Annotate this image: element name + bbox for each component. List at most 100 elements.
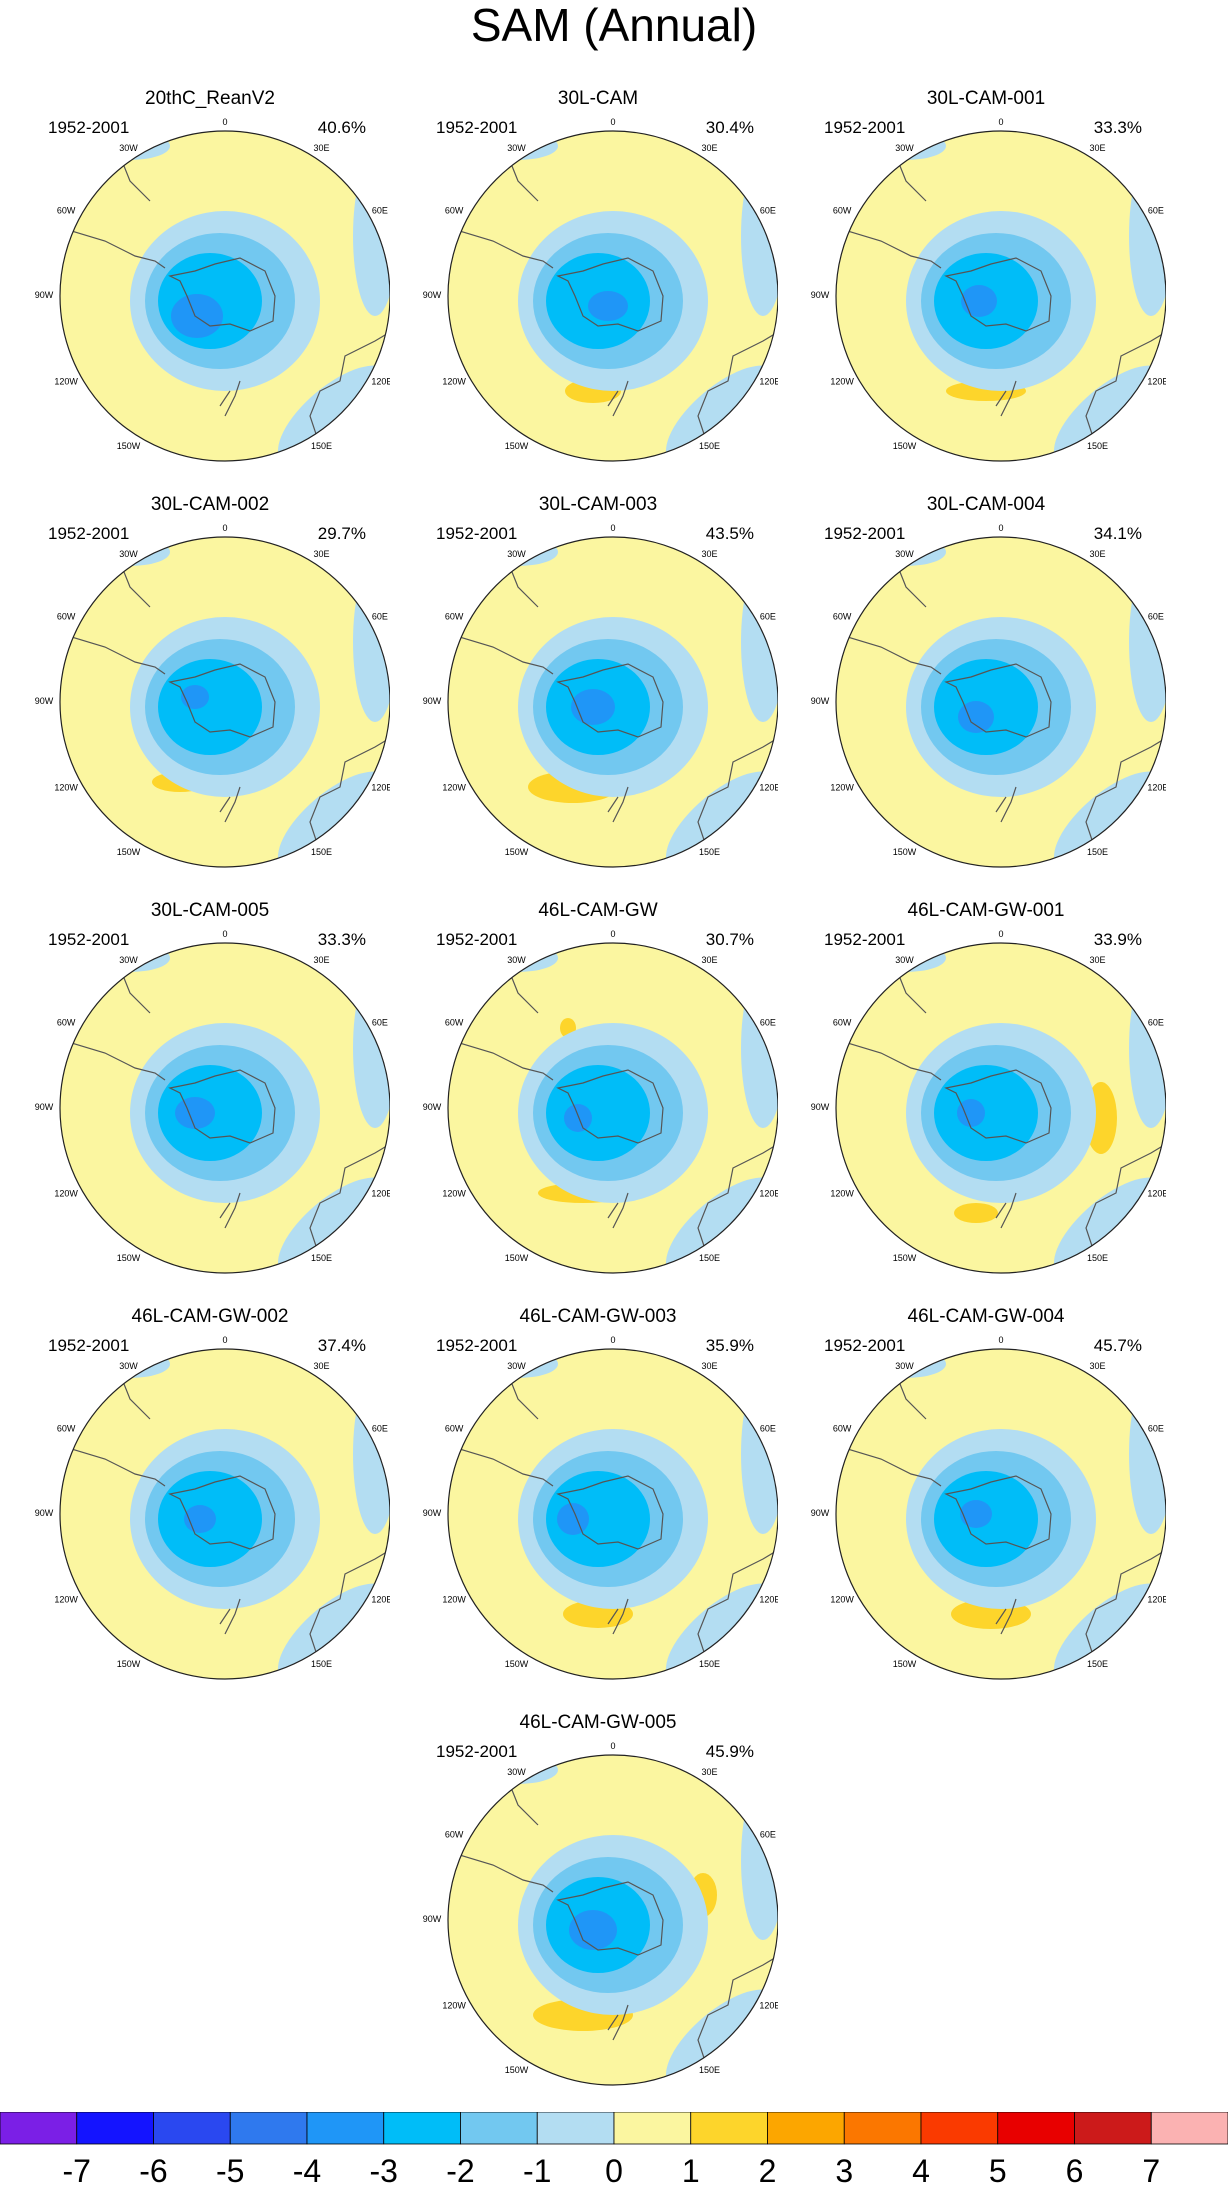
longitude-label: 60W — [445, 612, 464, 622]
core-anomaly — [569, 1910, 617, 1950]
panel-period: 1952-2001 — [436, 118, 518, 137]
longitude-label: 180 — [993, 1685, 1008, 1686]
longitude-label: 90W — [811, 696, 830, 706]
longitude-label: 60W — [445, 1830, 464, 1840]
panel-period: 1952-2001 — [48, 524, 130, 543]
south-america-coastline — [836, 631, 942, 675]
longitude-label: 180 — [217, 873, 232, 874]
map-border — [447, 1348, 778, 1680]
colorbar-swatch — [997, 2111, 1075, 2145]
new-zealand-coastline — [219, 786, 241, 823]
colorbar-swatch — [690, 2111, 768, 2145]
longitude-label: 30E — [1089, 955, 1105, 965]
panel-variance-explained: 33.3% — [1093, 118, 1142, 137]
core-anomaly — [588, 291, 628, 321]
polar-map: 030E60E90E120E150E180150W120W90W60W30W — [423, 929, 778, 1280]
antarctica-coastline — [556, 663, 664, 738]
longitude-label: 120W — [54, 377, 78, 387]
longitude-label: 180 — [993, 467, 1008, 468]
longitude-label: 120E — [759, 783, 778, 793]
longitude-label: 150E — [1087, 1253, 1108, 1263]
colorbar-tick-label: -7 — [63, 2153, 91, 2186]
longitude-label: 30W — [119, 549, 138, 559]
panel-title: 46L-CAM-GW-003 — [519, 1306, 677, 1327]
longitude-label: 150W — [117, 1253, 141, 1263]
longitude-label: 30W — [507, 549, 526, 559]
colorbar-swatch — [76, 2111, 154, 2145]
map-panel: 030E60E90E120E150E180150W120W90W60W30W46… — [418, 1712, 778, 2092]
longitude-label: 60E — [760, 206, 776, 216]
longitude-label: 0 — [998, 1335, 1003, 1345]
panel-variance-explained: 35.9% — [705, 1336, 754, 1355]
longitude-label: 60W — [445, 1424, 464, 1434]
antarctica-coastline — [944, 257, 1052, 332]
antarctica-coastline — [556, 257, 664, 332]
panel-period: 1952-2001 — [824, 1336, 906, 1355]
map-panel: 030E60E90E120E150E180150W120W90W60W30W46… — [30, 1306, 390, 1686]
map-border — [447, 942, 778, 1274]
longitude-label: 120E — [1147, 783, 1166, 793]
panel-title: 46L-CAM-GW-002 — [131, 1306, 289, 1327]
colorbar-tick-label: 7 — [1142, 2153, 1160, 2186]
longitude-label: 0 — [998, 929, 1003, 939]
longitude-label: 60E — [760, 1830, 776, 1840]
panel-variance-explained: 40.6% — [317, 118, 366, 137]
longitude-label: 0 — [610, 117, 615, 127]
new-zealand-coastline — [219, 1192, 241, 1229]
panel-period: 1952-2001 — [436, 930, 518, 949]
antarctica-coastline — [168, 1069, 276, 1144]
longitude-label: 120W — [442, 377, 466, 387]
polar-map: 030E60E90E120E150E180150W120W90W60W30W — [811, 523, 1166, 874]
south-america-coastline — [448, 1037, 554, 1081]
panel-period: 1952-2001 — [48, 1336, 130, 1355]
core-anomaly — [957, 1099, 985, 1127]
panel-variance-explained: 45.9% — [705, 1742, 754, 1761]
colorbar-tick-label: 3 — [835, 2153, 853, 2186]
longitude-label: 30E — [313, 549, 329, 559]
longitude-label: 60E — [1148, 612, 1164, 622]
new-zealand-coastline — [995, 1192, 1017, 1229]
longitude-label: 150W — [117, 441, 141, 451]
map-border — [59, 130, 390, 462]
colorbar-tick-label: 6 — [1066, 2153, 1084, 2186]
panel-period: 1952-2001 — [436, 1336, 518, 1355]
longitude-label: 150W — [893, 441, 917, 451]
map-border — [447, 536, 778, 868]
longitude-label: 180 — [217, 1279, 232, 1280]
longitude-label: 150W — [893, 1659, 917, 1669]
core-anomaly — [960, 1500, 992, 1528]
longitude-label: 150E — [699, 2065, 720, 2075]
map-panel: 030E60E90E120E150E180150W120W90W60W30W30… — [30, 494, 390, 874]
colorbar-tick-label: 2 — [759, 2153, 777, 2186]
longitude-label: 60W — [445, 1018, 464, 1028]
longitude-label: 30E — [701, 1361, 717, 1371]
longitude-label: 30W — [119, 1361, 138, 1371]
colorbar-swatch — [383, 2111, 461, 2145]
longitude-label: 30W — [895, 1361, 914, 1371]
core-anomaly — [557, 1503, 589, 1535]
longitude-label: 0 — [610, 1335, 615, 1345]
panel-period: 1952-2001 — [436, 524, 518, 543]
antarctica-coastline — [556, 1069, 664, 1144]
map-panel: 030E60E90E120E150E180150W120W90W60W30W46… — [418, 900, 778, 1280]
longitude-label: 150W — [893, 1253, 917, 1263]
polar-map: 030E60E90E120E150E180150W120W90W60W30W — [423, 1741, 778, 2092]
map-border — [59, 536, 390, 868]
longitude-label: 150E — [699, 1659, 720, 1669]
longitude-label: 90W — [35, 290, 54, 300]
longitude-label: 150W — [505, 847, 529, 857]
map-panel: 030E60E90E120E150E180150W120W90W60W30W30… — [806, 88, 1166, 468]
longitude-label: 60W — [57, 1018, 76, 1028]
longitude-label: 90W — [811, 290, 830, 300]
longitude-label: 90W — [811, 1508, 830, 1518]
panel-period: 1952-2001 — [48, 930, 130, 949]
new-zealand-coastline — [607, 380, 629, 417]
longitude-label: 60E — [1148, 206, 1164, 216]
panel-variance-explained: 43.5% — [705, 524, 754, 543]
longitude-label: 0 — [998, 523, 1003, 533]
longitude-label: 180 — [605, 467, 620, 468]
longitude-label: 150W — [893, 847, 917, 857]
longitude-label: 90W — [423, 696, 442, 706]
longitude-label: 150E — [1087, 1659, 1108, 1669]
colorbar-swatch — [229, 2111, 308, 2145]
